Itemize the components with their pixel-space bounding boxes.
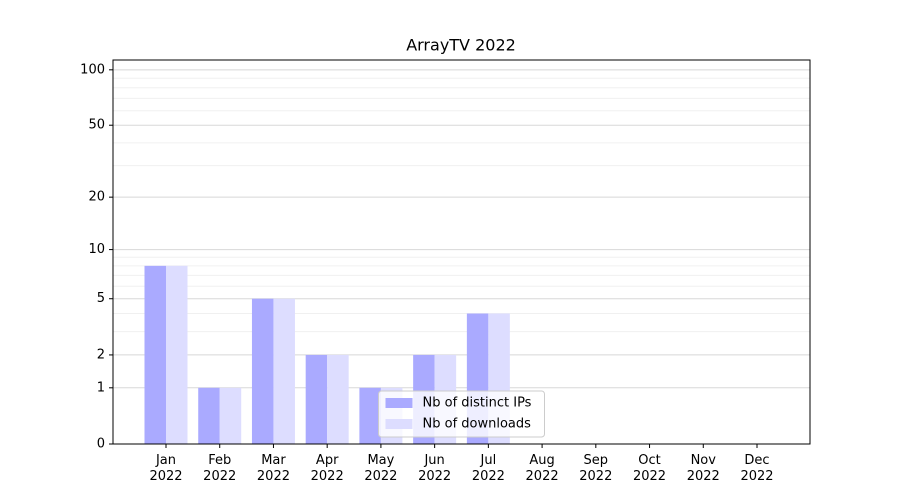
x-tick-label: Feb 2022 [203, 453, 237, 484]
legend-label: Nb of distinct IPs [423, 396, 532, 411]
chart-title: ArrayTV 2022 [406, 36, 516, 55]
legend-swatch [385, 398, 413, 408]
bar [327, 354, 349, 444]
y-tick-label: 100 [80, 62, 105, 77]
y-tick-label: 1 [97, 380, 105, 395]
plot-frame [112, 59, 811, 445]
y-tick-label: 2 [97, 347, 105, 362]
x-tick-label: Nov 2022 [686, 453, 720, 484]
bar [198, 387, 220, 444]
legend-swatch [385, 419, 413, 429]
bar [251, 298, 274, 444]
x-tick-label: Oct 2022 [632, 453, 667, 484]
y-tick-label: 0 [97, 437, 105, 452]
x-tick-label: Dec 2022 [740, 453, 774, 484]
bar [144, 265, 166, 444]
x-tick-label: May 2022 [364, 453, 398, 484]
y-tick-label: 10 [88, 242, 105, 257]
legend-box [378, 390, 545, 438]
bar [219, 387, 242, 444]
bar [166, 265, 188, 444]
x-tick-label: Jun 2022 [418, 453, 452, 484]
bar [305, 354, 328, 444]
bar [273, 298, 295, 444]
y-tick-label: 20 [88, 190, 105, 205]
x-tick-label: Jul 2022 [471, 453, 505, 484]
x-tick-label: Sep 2022 [579, 453, 613, 484]
x-tick-label: Jan 2022 [149, 453, 183, 484]
x-tick-label: Apr 2022 [310, 453, 344, 484]
legend-label: Nb of downloads [423, 417, 532, 432]
y-tick-label: 5 [97, 291, 105, 306]
x-tick-label: Aug 2022 [525, 453, 559, 484]
bar [359, 387, 381, 444]
x-tick-label: Mar 2022 [256, 453, 290, 484]
y-tick-label: 50 [88, 118, 105, 133]
